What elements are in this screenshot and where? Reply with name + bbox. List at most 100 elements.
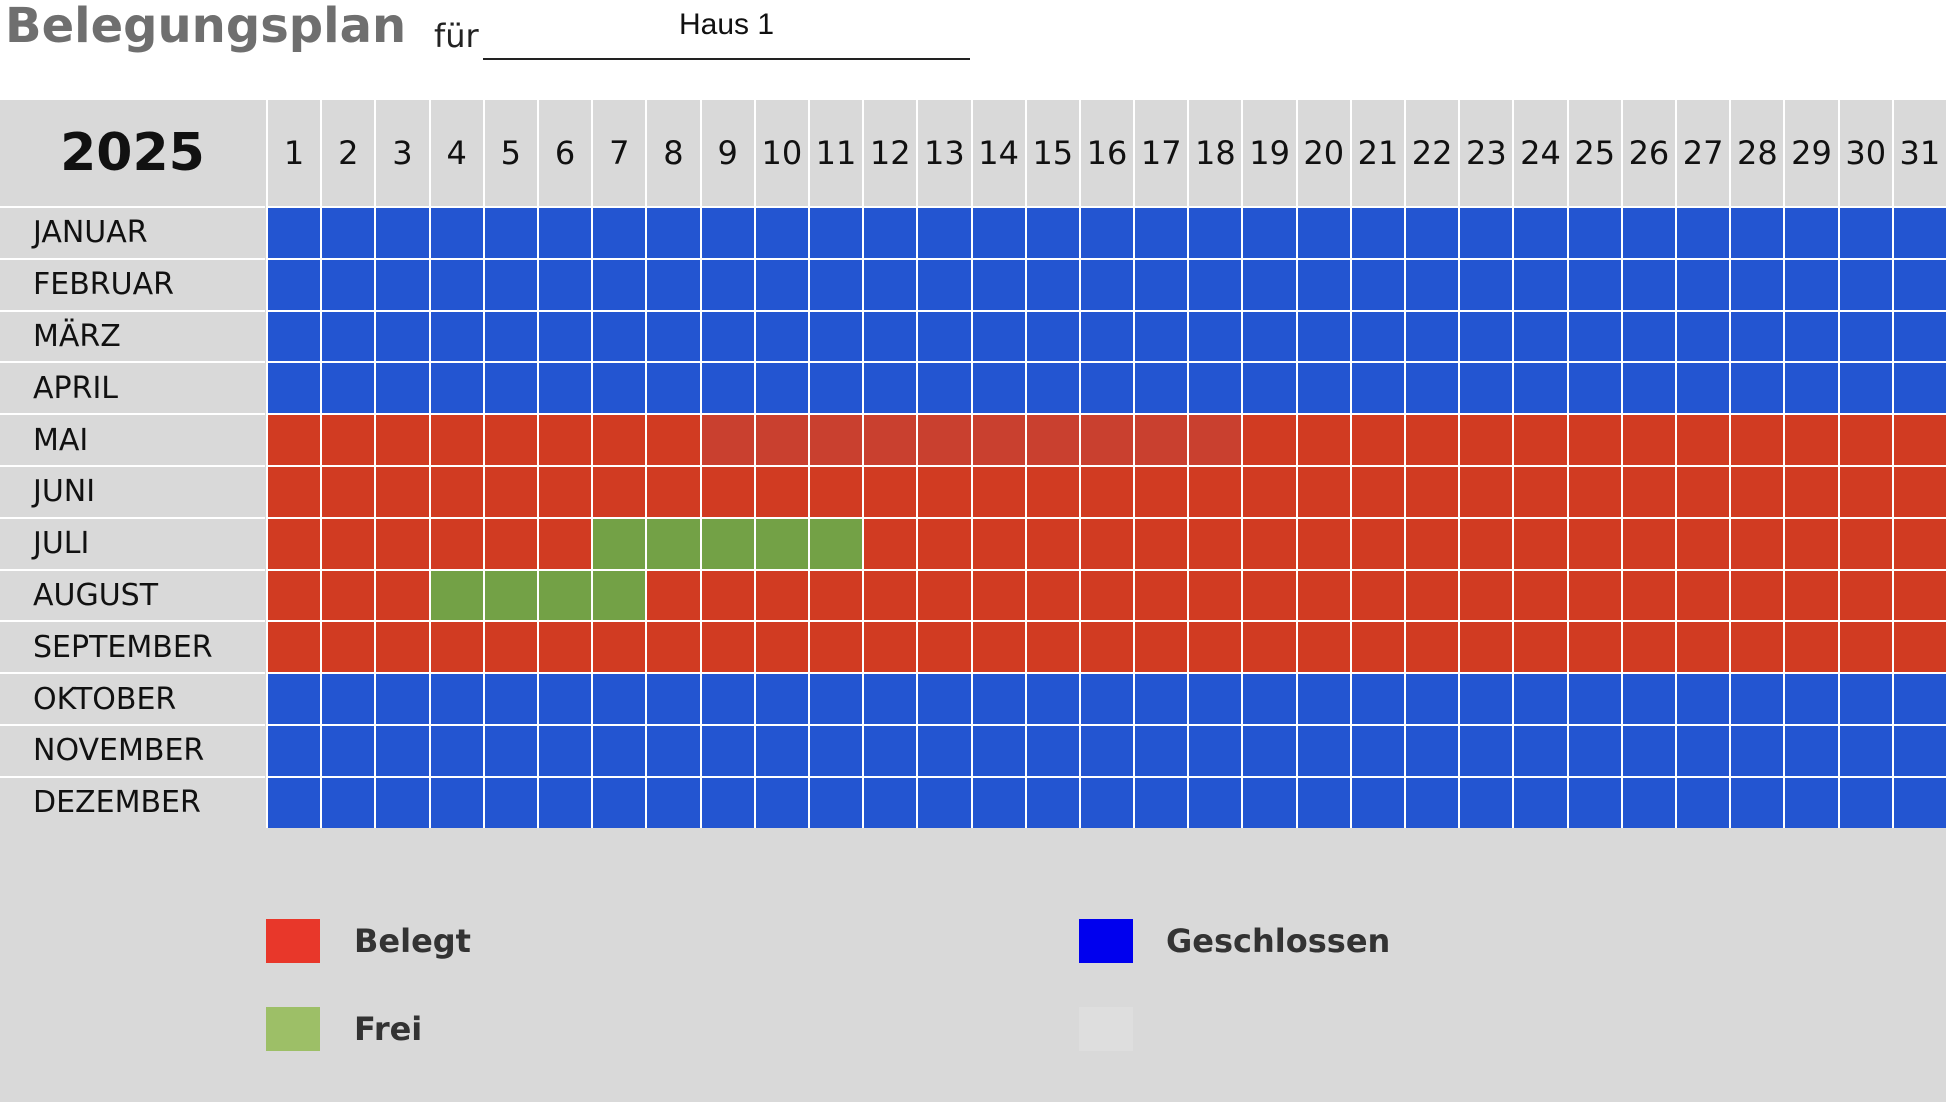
day-cell[interactable] — [1620, 568, 1676, 621]
day-cell[interactable] — [1078, 620, 1134, 673]
day-cell[interactable] — [1187, 672, 1242, 724]
day-cell[interactable] — [1729, 672, 1784, 724]
day-cell[interactable] — [1404, 413, 1459, 465]
day-cell[interactable] — [320, 568, 375, 621]
day-cell[interactable] — [374, 361, 429, 414]
day-cell[interactable] — [591, 309, 646, 362]
day-cell[interactable] — [1458, 568, 1513, 621]
day-cell[interactable] — [482, 257, 537, 310]
day-cell[interactable] — [1566, 620, 1621, 673]
day-cell[interactable] — [1024, 516, 1079, 569]
day-cell[interactable] — [1024, 620, 1079, 673]
day-cell[interactable] — [862, 620, 917, 673]
day-cell[interactable] — [536, 724, 592, 776]
day-cell[interactable] — [428, 361, 483, 414]
day-cell[interactable] — [1620, 465, 1676, 517]
day-cell[interactable] — [1187, 724, 1242, 776]
day-cell[interactable] — [428, 620, 483, 673]
day-cell[interactable] — [1620, 257, 1676, 310]
day-cell[interactable] — [1620, 724, 1676, 776]
day-cell[interactable] — [1078, 516, 1134, 569]
day-cell[interactable] — [753, 361, 808, 414]
day-cell[interactable] — [1512, 206, 1567, 258]
day-cell[interactable] — [1458, 724, 1513, 776]
day-cell[interactable] — [970, 206, 1025, 258]
day-cell[interactable] — [1404, 775, 1459, 828]
day-cell[interactable] — [1566, 724, 1621, 776]
day-cell[interactable] — [916, 516, 971, 569]
day-cell[interactable] — [699, 361, 754, 414]
day-cell[interactable] — [1458, 516, 1513, 569]
day-cell[interactable] — [916, 620, 971, 673]
day-cell[interactable] — [1837, 620, 1892, 673]
day-cell[interactable] — [1891, 257, 1946, 310]
day-cell[interactable] — [1078, 672, 1134, 724]
day-cell[interactable] — [1783, 206, 1838, 258]
day-cell[interactable] — [1675, 361, 1730, 414]
day-cell[interactable] — [1404, 620, 1459, 673]
day-cell[interactable] — [1620, 775, 1676, 828]
day-cell[interactable] — [645, 206, 700, 258]
day-cell[interactable] — [1566, 206, 1621, 258]
day-cell[interactable] — [1241, 413, 1296, 465]
day-cell[interactable] — [374, 568, 429, 621]
day-cell[interactable] — [970, 361, 1025, 414]
day-cell[interactable] — [862, 724, 917, 776]
day-cell[interactable] — [1837, 257, 1892, 310]
day-cell[interactable] — [645, 620, 700, 673]
day-cell[interactable] — [699, 465, 754, 517]
day-cell[interactable] — [1241, 361, 1296, 414]
day-cell[interactable] — [645, 465, 700, 517]
day-cell[interactable] — [1187, 361, 1242, 414]
day-cell[interactable] — [1891, 516, 1946, 569]
day-cell[interactable] — [1512, 465, 1567, 517]
day-cell[interactable] — [374, 620, 429, 673]
day-cell[interactable] — [807, 672, 863, 724]
day-cell[interactable] — [1404, 206, 1459, 258]
day-cell[interactable] — [1133, 724, 1188, 776]
day-cell[interactable] — [1458, 361, 1513, 414]
day-cell[interactable] — [1675, 568, 1730, 621]
day-cell[interactable] — [374, 672, 429, 724]
day-cell[interactable] — [699, 672, 754, 724]
day-cell[interactable] — [970, 724, 1025, 776]
day-cell[interactable] — [862, 257, 917, 310]
day-cell[interactable] — [1837, 568, 1892, 621]
day-cell[interactable] — [320, 206, 375, 258]
day-cell[interactable] — [645, 413, 700, 465]
day-cell[interactable] — [1024, 775, 1079, 828]
day-cell[interactable] — [1404, 568, 1459, 621]
day-cell[interactable] — [482, 465, 537, 517]
day-cell[interactable] — [428, 672, 483, 724]
day-cell[interactable] — [807, 516, 863, 569]
day-cell[interactable] — [970, 672, 1025, 724]
day-cell[interactable] — [1891, 206, 1946, 258]
day-cell[interactable] — [374, 465, 429, 517]
day-cell[interactable] — [1295, 361, 1350, 414]
day-cell[interactable] — [916, 206, 971, 258]
day-cell[interactable] — [1837, 361, 1892, 414]
day-cell[interactable] — [1133, 206, 1188, 258]
day-cell[interactable] — [1349, 724, 1405, 776]
day-cell[interactable] — [753, 775, 808, 828]
day-cell[interactable] — [1078, 465, 1134, 517]
day-cell[interactable] — [1295, 724, 1350, 776]
day-cell[interactable] — [1566, 568, 1621, 621]
day-cell[interactable] — [1729, 413, 1784, 465]
day-cell[interactable] — [1458, 775, 1513, 828]
day-cell[interactable] — [1349, 465, 1405, 517]
day-cell[interactable] — [536, 672, 592, 724]
day-cell[interactable] — [591, 257, 646, 310]
day-cell[interactable] — [1241, 206, 1296, 258]
day-cell[interactable] — [1024, 206, 1079, 258]
day-cell[interactable] — [1783, 672, 1838, 724]
day-cell[interactable] — [1024, 257, 1079, 310]
day-cell[interactable] — [1783, 361, 1838, 414]
day-cell[interactable] — [1078, 775, 1134, 828]
day-cell[interactable] — [266, 672, 321, 724]
day-cell[interactable] — [536, 309, 592, 362]
day-cell[interactable] — [536, 257, 592, 310]
day-cell[interactable] — [428, 516, 483, 569]
day-cell[interactable] — [645, 724, 700, 776]
day-cell[interactable] — [1133, 413, 1188, 465]
